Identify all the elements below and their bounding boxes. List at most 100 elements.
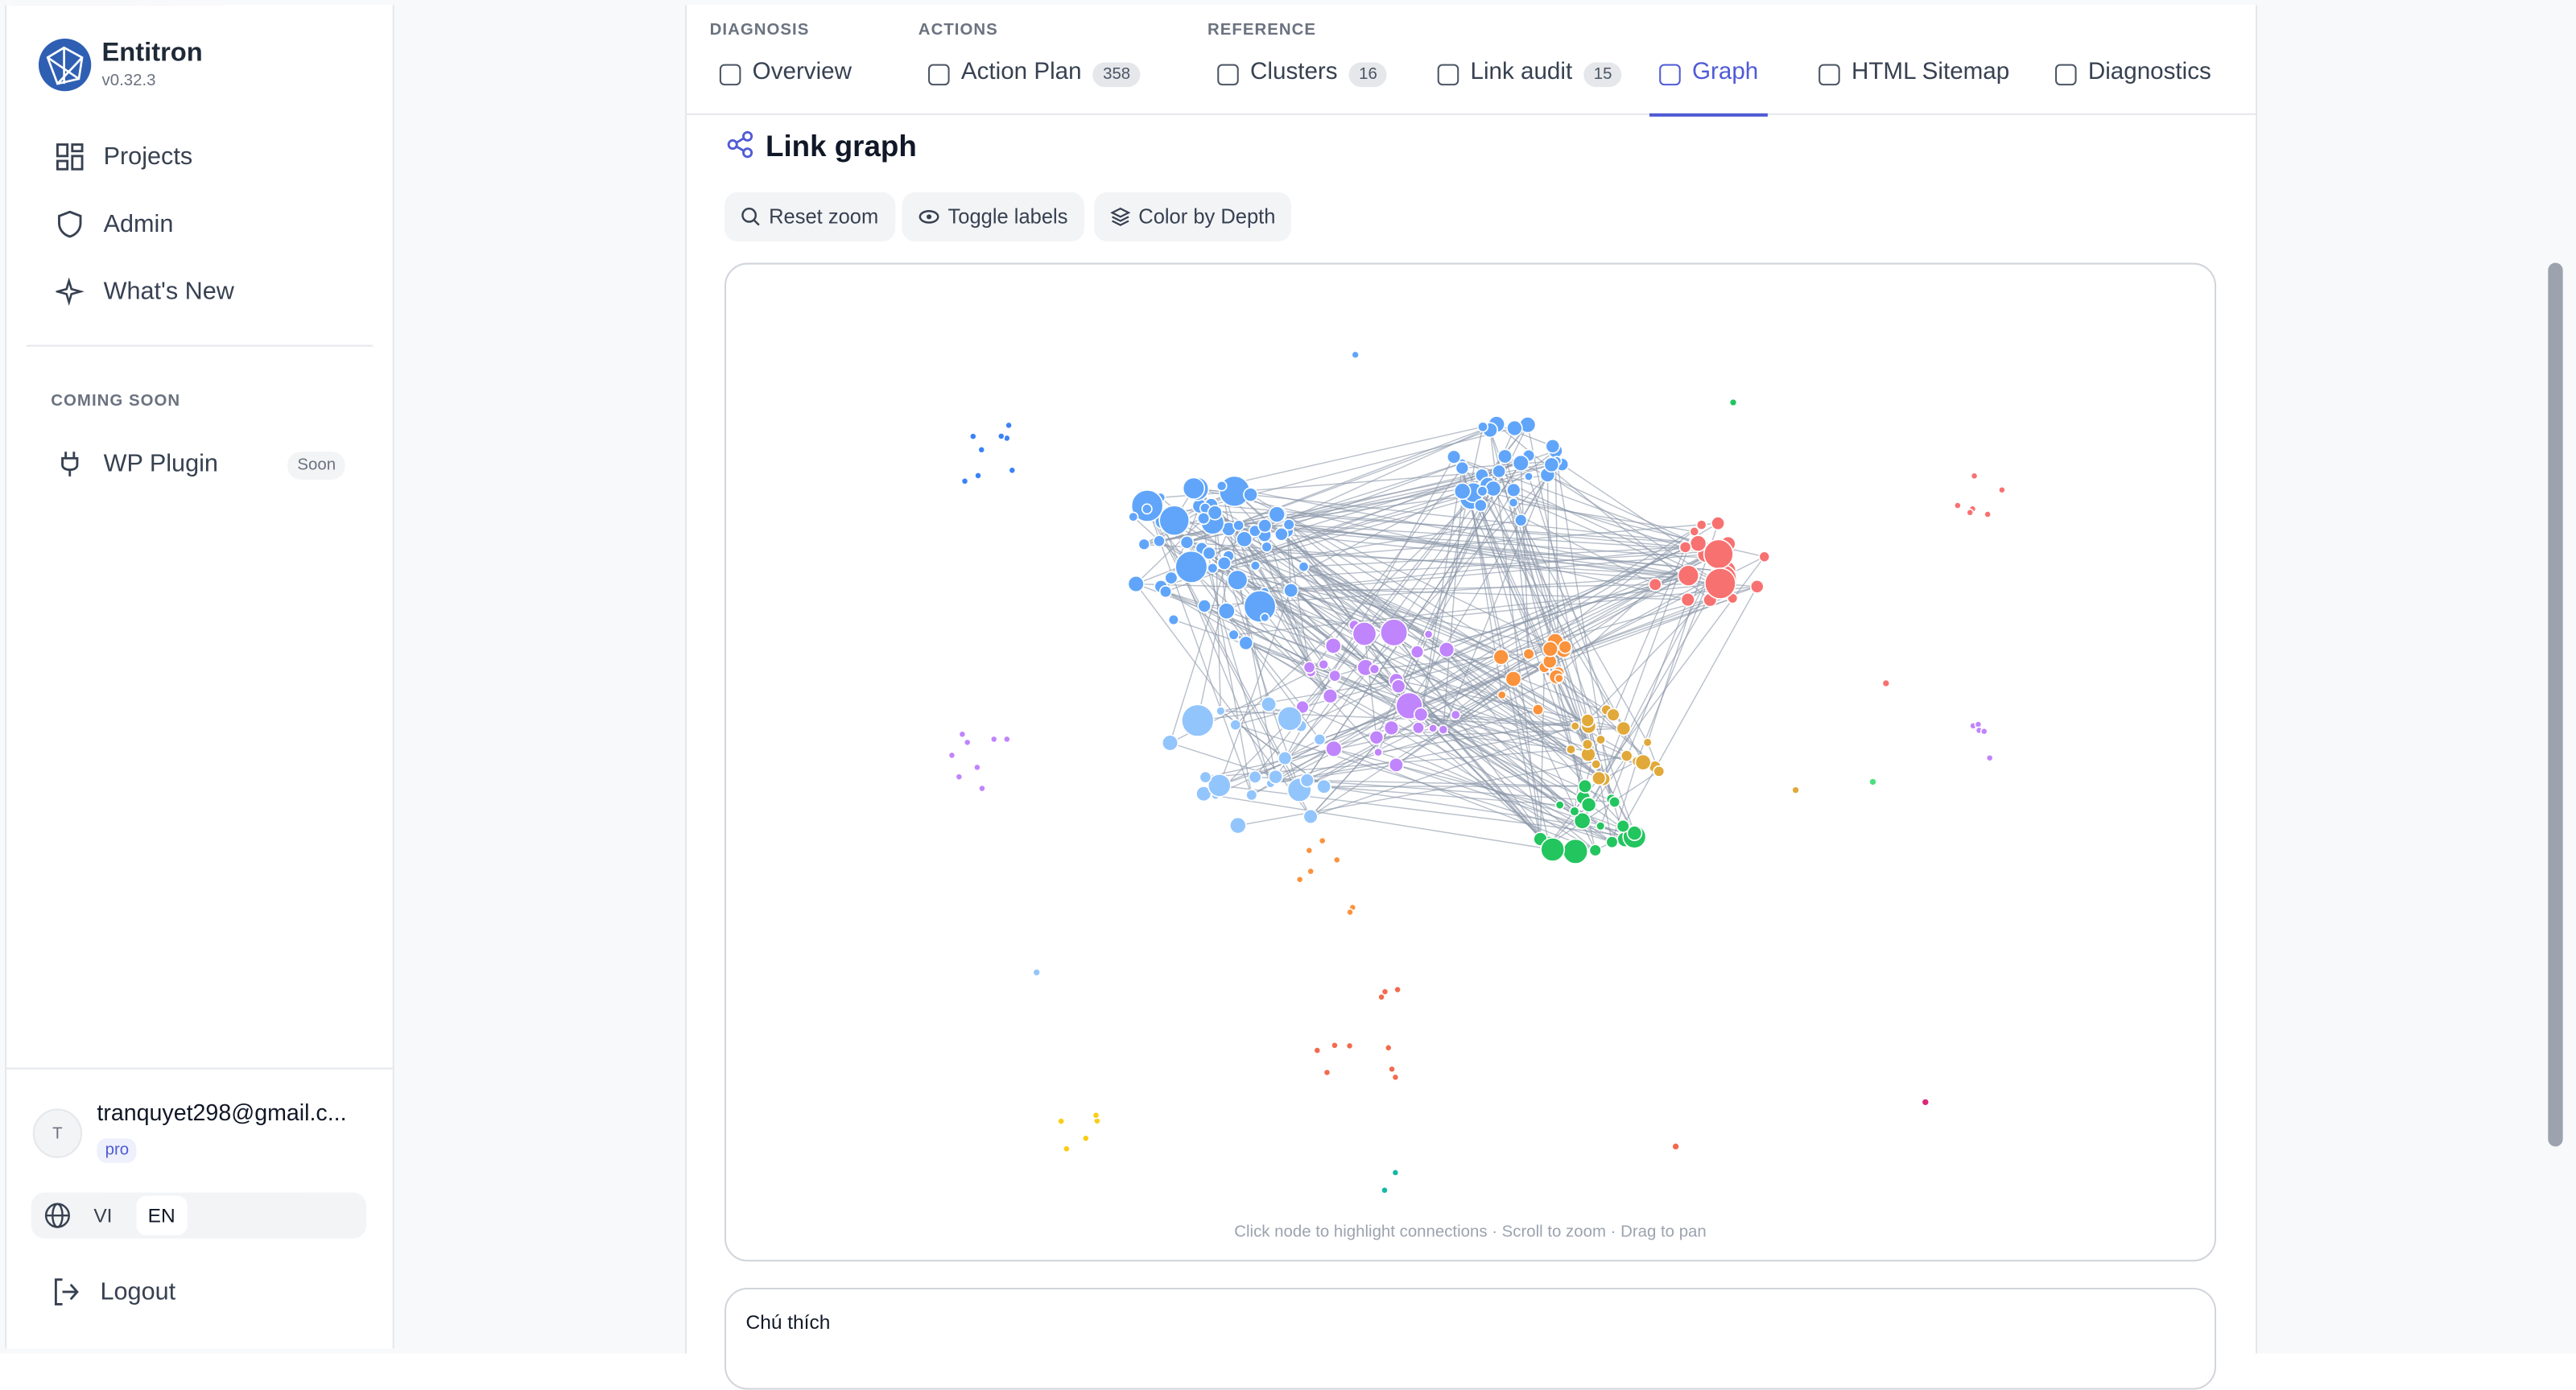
graph-node[interactable] [1424,630,1432,638]
graph-node[interactable] [1246,790,1257,801]
graph-node[interactable] [1571,722,1579,730]
graph-node[interactable] [1690,535,1707,551]
graph-node[interactable] [1493,650,1509,665]
graph-node[interactable] [1303,662,1315,673]
graph-node[interactable] [1269,506,1285,522]
graph-node[interactable] [1203,547,1216,559]
graph-node[interactable] [1515,514,1527,526]
graph-canvas[interactable]: Click node to highlight connections · Sc… [724,263,2216,1262]
graph-node[interactable] [1429,724,1437,732]
graph-node[interactable] [1347,909,1353,915]
graph-node[interactable] [1967,509,1973,516]
graph-node[interactable] [1579,780,1592,794]
graph-node[interactable] [1672,1143,1679,1150]
graph-node[interactable] [1283,519,1294,530]
graph-node[interactable] [1558,641,1571,654]
graph-node[interactable] [1058,1118,1064,1124]
graph-node[interactable] [1228,629,1239,640]
nav-projects[interactable]: Projects [56,143,192,171]
graph-node[interactable] [1525,472,1533,481]
graph-node[interactable] [1635,754,1650,769]
graph-node[interactable] [1063,1145,1070,1152]
graph-node[interactable] [1533,704,1543,715]
graph-node[interactable] [1477,486,1488,497]
graph-node[interactable] [1681,593,1695,607]
graph-node[interactable] [1182,704,1214,736]
graph-node[interactable] [998,433,1005,439]
graph-node[interactable] [1183,477,1205,499]
graph-node[interactable] [1154,535,1165,547]
nav-wp-plugin[interactable]: WP Plugin [56,450,218,478]
graph-node[interactable] [970,433,976,439]
graph-node[interactable] [1509,498,1517,507]
graph-node[interactable] [1352,622,1376,646]
graph-node[interactable] [1616,721,1630,735]
graph-node[interactable] [1730,399,1737,406]
graph-node[interactable] [1981,728,1988,735]
graph-node[interactable] [1374,748,1382,756]
graph-node[interactable] [974,764,980,770]
graph-node[interactable] [1317,780,1331,794]
graph-node[interactable] [1555,801,1563,809]
graph-node[interactable] [1261,697,1277,712]
graph-node[interactable] [1352,351,1359,358]
graph-node[interactable] [1589,844,1601,856]
graph-node[interactable] [961,478,968,485]
graph-node[interactable] [1581,714,1594,727]
graph-node[interactable] [948,752,955,758]
graph-node[interactable] [1523,649,1534,660]
graph-node[interactable] [1138,538,1150,550]
toggle-labels-button[interactable]: Toggle labels [902,192,1084,241]
graph-node[interactable] [1269,770,1282,784]
graph-node[interactable] [1869,778,1876,786]
graph-node[interactable] [1411,646,1424,658]
tab[interactable]: Graph [1649,59,1769,116]
color-by-depth-button[interactable]: Color by Depth [1094,192,1292,241]
graph-node[interactable] [1244,591,1275,622]
graph-node[interactable] [1792,786,1799,794]
graph-node[interactable] [1475,499,1487,511]
graph-node[interactable] [1392,1169,1398,1176]
graph-node[interactable] [1704,539,1733,568]
graph-node[interactable] [1329,670,1340,681]
graph-node[interactable] [1249,771,1261,783]
graph-node[interactable] [1323,689,1338,703]
graph-node[interactable] [1389,1066,1395,1072]
graph-node[interactable] [1505,671,1521,687]
graph-node[interactable] [1507,421,1522,436]
graph-node[interactable] [1251,561,1261,571]
graph-node[interactable] [1233,520,1244,530]
graph-node[interactable] [1307,868,1314,874]
graph-node[interactable] [1955,502,1961,509]
graph-node[interactable] [1142,504,1152,514]
graph-node[interactable] [1555,674,1563,683]
graph-node[interactable] [1228,570,1248,590]
graph-node[interactable] [1278,752,1292,765]
graph-node[interactable] [1759,551,1769,562]
graph-node[interactable] [1541,838,1564,861]
graph-node[interactable] [1414,707,1428,721]
graph-node[interactable] [1261,613,1269,622]
graph-node[interactable] [1180,536,1193,549]
graph-node[interactable] [1326,638,1341,654]
scrollbar-thumb[interactable] [2548,263,2562,1147]
graph-node[interactable] [1678,565,1699,586]
graph-node[interactable] [1219,603,1235,619]
graph-node[interactable] [1971,472,1977,479]
graph-node[interactable] [1439,642,1455,658]
graph-node[interactable] [1033,969,1040,976]
graph-node[interactable] [1591,760,1600,769]
graph-node[interactable] [1198,513,1210,525]
graph-node[interactable] [959,731,965,737]
graph-node[interactable] [1392,1074,1398,1080]
tab[interactable]: Diagnostics [2046,59,2221,113]
graph-node[interactable] [1544,457,1558,472]
graph-node[interactable] [1378,994,1385,1000]
graph-node[interactable] [1492,464,1505,477]
graph-node[interactable] [1680,542,1691,553]
graph-node[interactable] [1498,691,1506,699]
graph-node[interactable] [1582,798,1596,812]
graph-node[interactable] [991,736,997,742]
